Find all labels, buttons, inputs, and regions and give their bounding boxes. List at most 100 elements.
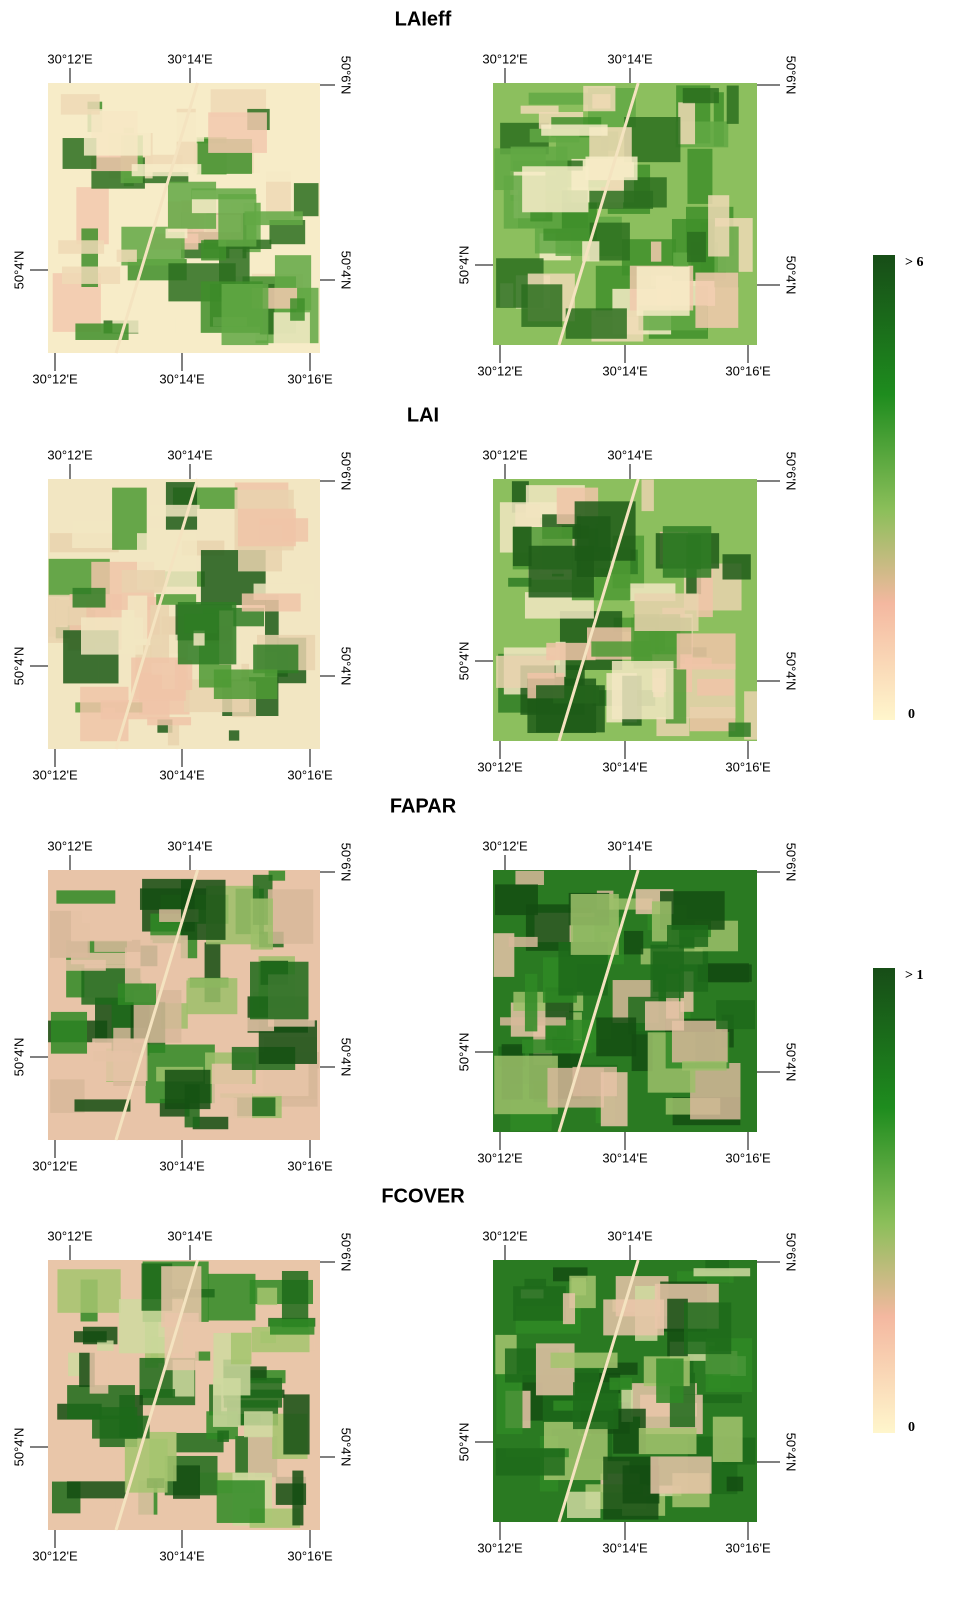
top-tick-label: 30°14'E bbox=[167, 51, 213, 66]
bottom-tick-label: 30°16'E bbox=[287, 1548, 333, 1563]
field bbox=[530, 212, 552, 222]
field bbox=[684, 1302, 731, 1354]
map-image bbox=[493, 1260, 757, 1522]
section-title: LAIeff bbox=[395, 8, 452, 30]
field bbox=[521, 106, 559, 114]
field bbox=[90, 1351, 109, 1394]
left-tick-label: 50°4'N bbox=[11, 1428, 26, 1467]
field bbox=[217, 1431, 229, 1442]
top-tick-label: 30°12'E bbox=[482, 51, 528, 66]
field bbox=[214, 669, 278, 699]
right-tick-label: 50°6'N bbox=[339, 843, 354, 882]
map-image bbox=[48, 479, 320, 749]
field bbox=[677, 633, 736, 669]
bottom-tick-label: 30°14'E bbox=[159, 1158, 205, 1173]
field bbox=[575, 501, 636, 560]
right-tick-label: 50°4'N bbox=[339, 1038, 354, 1077]
field bbox=[496, 1374, 522, 1435]
field bbox=[290, 298, 305, 320]
field bbox=[184, 614, 217, 633]
top-tick-label: 30°12'E bbox=[47, 1228, 93, 1243]
field bbox=[495, 884, 538, 915]
bottom-tick-label: 30°12'E bbox=[32, 1158, 78, 1173]
field bbox=[589, 191, 653, 209]
field bbox=[508, 578, 531, 587]
top-tick-label: 30°12'E bbox=[47, 51, 93, 66]
bottom-tick-label: 30°14'E bbox=[602, 1150, 648, 1165]
field bbox=[56, 890, 115, 903]
colorbar-max-label: > 6 bbox=[905, 255, 923, 270]
field bbox=[222, 284, 269, 345]
field bbox=[563, 1293, 575, 1324]
field bbox=[697, 679, 734, 696]
bottom-tick-label: 30°14'E bbox=[159, 371, 205, 386]
field bbox=[212, 1064, 252, 1124]
field bbox=[639, 1428, 697, 1454]
section-title: FAPAR bbox=[390, 795, 457, 817]
field bbox=[244, 1411, 273, 1437]
field bbox=[513, 527, 532, 566]
field bbox=[525, 974, 537, 1032]
field bbox=[231, 1333, 252, 1365]
field bbox=[217, 1480, 265, 1523]
field bbox=[209, 1018, 274, 1031]
field bbox=[592, 94, 610, 108]
map-image bbox=[493, 83, 757, 345]
bottom-tick-label: 30°12'E bbox=[477, 1540, 523, 1555]
field bbox=[270, 1319, 314, 1335]
field bbox=[132, 164, 202, 176]
right-tick-label: 50°4'N bbox=[784, 1433, 799, 1472]
right-tick-label: 50°6'N bbox=[784, 1233, 799, 1272]
field bbox=[522, 166, 588, 212]
field bbox=[567, 1492, 600, 1518]
field bbox=[173, 1465, 200, 1498]
field bbox=[637, 267, 690, 316]
bottom-tick-label: 30°14'E bbox=[602, 1540, 648, 1555]
field bbox=[536, 1343, 575, 1395]
bottom-tick-label: 30°12'E bbox=[32, 1548, 78, 1563]
bottom-tick-label: 30°12'E bbox=[477, 363, 523, 378]
field bbox=[571, 894, 619, 955]
top-tick-label: 30°14'E bbox=[607, 447, 653, 462]
left-tick-label: 50°4'N bbox=[11, 1038, 26, 1077]
field bbox=[150, 605, 169, 663]
bottom-tick-label: 30°14'E bbox=[159, 767, 205, 782]
colorbar-min-label: 0 bbox=[908, 1420, 915, 1435]
field bbox=[117, 250, 137, 262]
field bbox=[656, 1358, 683, 1402]
field bbox=[140, 935, 188, 980]
right-tick-label: 50°4'N bbox=[339, 1428, 354, 1467]
field bbox=[650, 1456, 711, 1493]
field bbox=[81, 617, 143, 654]
field bbox=[62, 267, 120, 284]
field bbox=[524, 1279, 546, 1287]
field bbox=[541, 124, 607, 135]
top-tick-label: 30°14'E bbox=[607, 1228, 653, 1243]
map-image bbox=[493, 479, 757, 741]
field bbox=[181, 880, 226, 940]
field bbox=[57, 1269, 120, 1313]
field bbox=[645, 1001, 684, 1030]
field bbox=[708, 195, 729, 256]
bottom-tick-label: 30°12'E bbox=[477, 1150, 523, 1165]
top-tick-label: 30°12'E bbox=[47, 447, 93, 462]
right-tick-label: 50°6'N bbox=[339, 1233, 354, 1272]
field bbox=[208, 1274, 256, 1321]
map-image bbox=[48, 83, 320, 353]
field bbox=[229, 730, 239, 740]
colorbar-max-label: > 1 bbox=[905, 968, 923, 983]
colorbar bbox=[873, 968, 895, 1433]
field bbox=[496, 1448, 565, 1475]
field bbox=[294, 183, 319, 216]
field bbox=[268, 889, 313, 943]
field bbox=[566, 308, 627, 338]
field bbox=[218, 194, 256, 246]
field bbox=[716, 1000, 755, 1029]
field bbox=[238, 509, 296, 547]
field bbox=[150, 505, 200, 517]
left-tick-label: 50°4'N bbox=[456, 642, 471, 681]
right-tick-label: 50°4'N bbox=[339, 647, 354, 686]
field bbox=[61, 94, 100, 114]
field bbox=[634, 593, 698, 631]
left-tick-label: 50°4'N bbox=[456, 1033, 471, 1072]
